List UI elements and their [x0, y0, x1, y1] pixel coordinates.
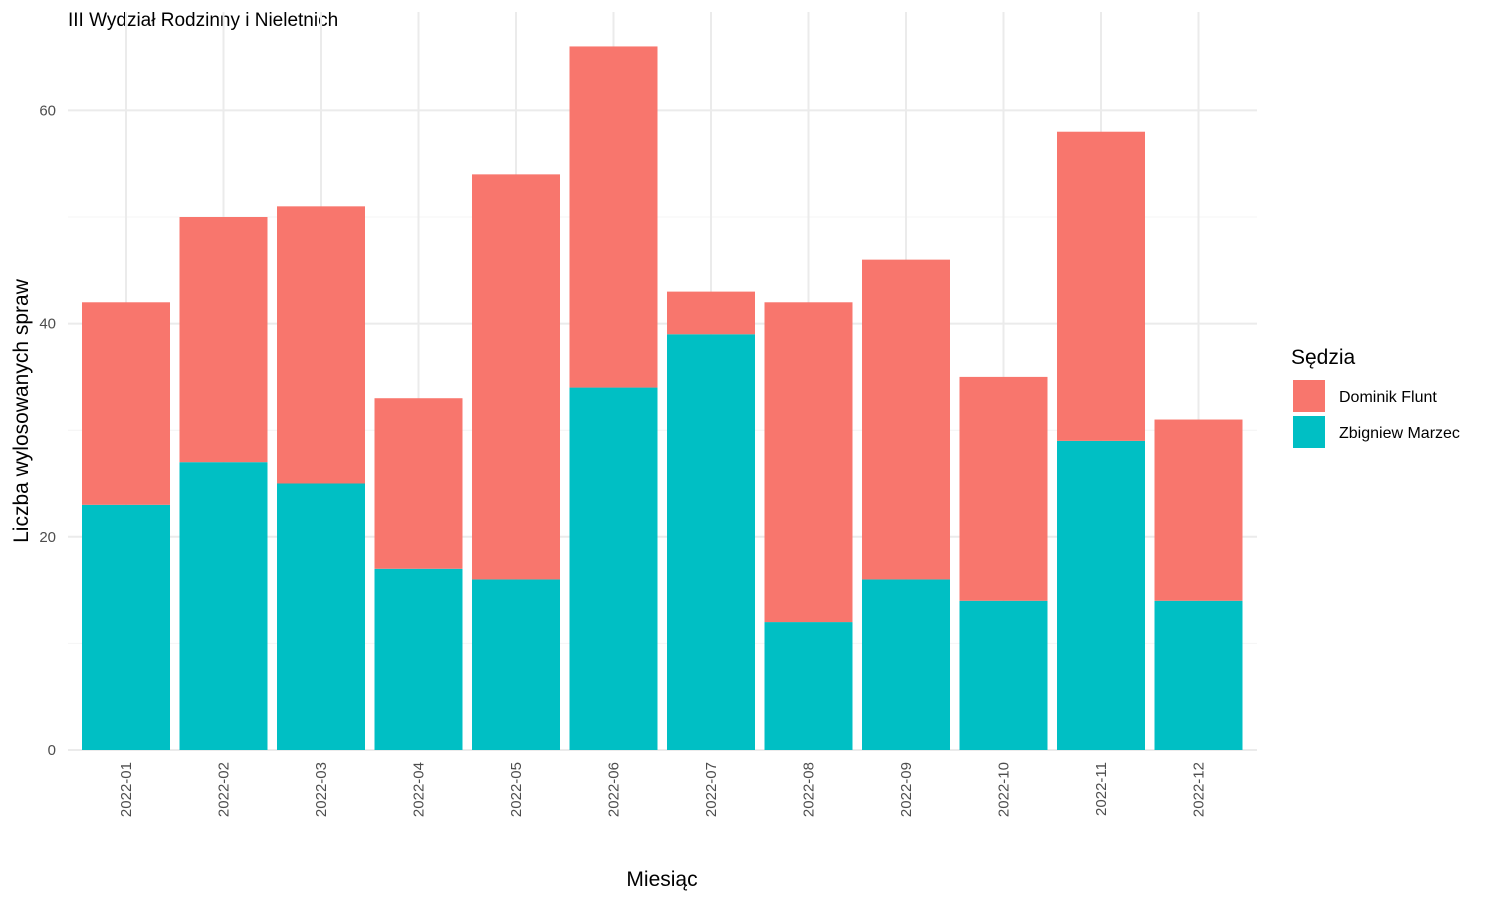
x-tick-label: 2022-05	[508, 762, 525, 817]
bar-segment	[959, 376, 1048, 601]
x-tick-label: 2022-09	[898, 762, 915, 817]
bar-segment	[569, 387, 658, 750]
y-axis-ticks: 0 20 40 60	[39, 102, 56, 759]
bar-segment	[1057, 131, 1145, 441]
bar-segment	[179, 217, 268, 463]
x-tick-label: 2022-08	[801, 762, 818, 817]
x-tick-label: 2022-02	[216, 762, 233, 817]
bar-segment	[472, 174, 560, 580]
bar-segment	[277, 483, 365, 750]
x-tick-label: 2022-04	[411, 762, 428, 817]
bar-segment	[764, 302, 853, 623]
bar-segment	[667, 291, 755, 335]
bar-segment	[1154, 419, 1243, 601]
x-tick-label: 2022-06	[606, 762, 623, 817]
legend-swatch	[1293, 416, 1325, 448]
bar-segment	[82, 504, 170, 750]
x-axis-title: Miesiąc	[626, 868, 697, 891]
x-tick-label: 2022-11	[1093, 762, 1110, 816]
legend: Sędzia Dominik Flunt Zbigniew Marzec	[1291, 346, 1460, 448]
x-tick-label: 2022-01	[118, 762, 135, 817]
y-tick-label: 40	[39, 316, 56, 333]
x-tick-label: 2022-10	[996, 762, 1013, 817]
bar-segment	[472, 579, 560, 750]
bar-segment	[959, 600, 1048, 750]
bars	[82, 46, 1243, 750]
x-tick-label: 2022-12	[1191, 762, 1208, 817]
bar-segment	[569, 46, 658, 388]
legend-title: Sędzia	[1291, 346, 1356, 369]
bar-segment	[862, 259, 950, 580]
bar-segment	[1057, 440, 1145, 750]
y-tick-label: 60	[39, 102, 56, 119]
bar-segment	[277, 206, 365, 484]
bar-segment	[1154, 600, 1243, 750]
legend-label: Dominik Flunt	[1339, 389, 1437, 406]
bar-segment	[764, 622, 853, 750]
y-tick-label: 20	[39, 529, 56, 546]
bar-segment	[374, 568, 463, 750]
bar-segment	[179, 462, 268, 750]
legend-swatch	[1293, 380, 1325, 412]
bar-segment	[667, 334, 755, 750]
x-tick-label: 2022-07	[703, 762, 720, 817]
x-axis-ticks: 2022-01 2022-02 2022-03 2022-04 2022-05 2022-…	[118, 762, 1208, 817]
bar-segment	[82, 302, 170, 505]
y-tick-label: 0	[48, 742, 56, 759]
bar-segment	[374, 398, 463, 569]
bar-segment	[862, 579, 950, 750]
x-tick-label: 2022-03	[313, 762, 330, 817]
y-axis-title: Liczba wylosowanych spraw	[10, 278, 33, 543]
chart-title: III Wydział Rodzinny i Nieletnich	[68, 10, 338, 31]
legend-label: Zbigniew Marzec	[1339, 425, 1460, 442]
